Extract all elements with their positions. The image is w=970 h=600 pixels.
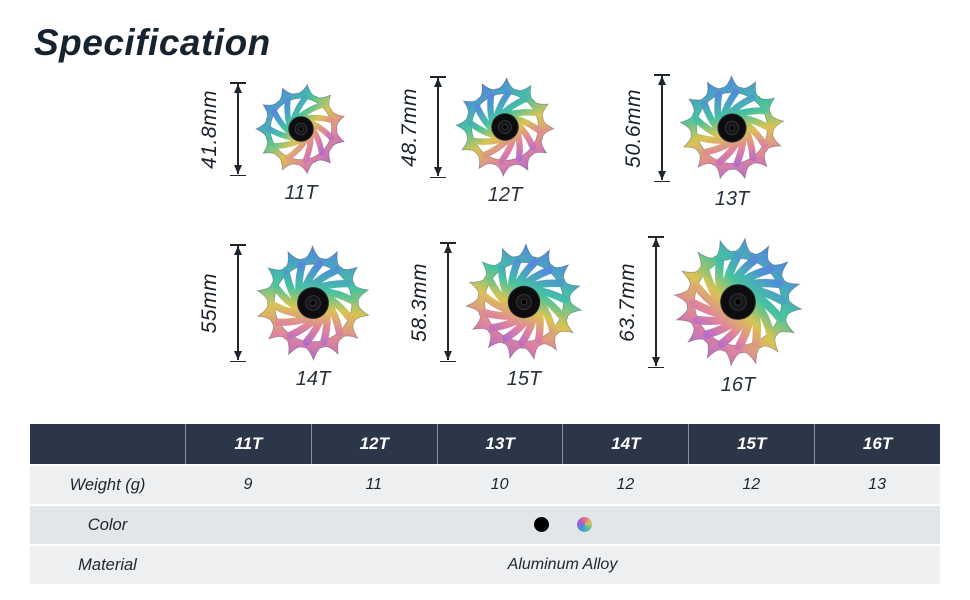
weight-value: 13 [814,464,940,504]
pulley-figure-14t: 55mm 14T [198,244,372,391]
gear-svg [256,244,370,362]
dimension-arrow [648,236,664,368]
column-header-13t: 13T [436,424,563,464]
gear-svg [464,242,583,361]
dimension-label: 41.8mm [198,89,221,169]
page-title: Specification [34,22,271,63]
row-label-color: Color [30,504,185,544]
pulley-size-caption: 13T [714,188,750,210]
pulley-figure-15t: 58.3mm 15T [408,242,584,391]
table-row-material: Material Aluminum Alloy [30,544,940,584]
dimension-arrow [230,82,246,176]
dimension-arrow [430,76,446,178]
pulley-figure-12t: 48.7mm 12T [398,76,556,207]
pulley-size-caption: 16T [720,374,756,396]
gear-svg [673,237,803,367]
dimension-label: 63.7mm [616,262,639,342]
color-swatch-black [533,517,549,533]
dimension-label: 55mm [198,272,221,334]
pulley-size-caption: 15T [506,368,542,390]
dimension-label: 50.6mm [622,88,645,168]
column-header-15t: 15T [688,424,815,464]
table-row-color: Color [30,504,940,544]
dimension-label: 58.3mm [408,262,431,342]
color-swatch-rainbow [576,517,592,533]
spec-table: 11T 12T 13T 14T 15T 16T Weight (g) 9 11 … [30,424,940,584]
column-header-12t: 12T [310,424,437,464]
dimension-arrow [654,74,670,182]
pulley-wheel-image [672,236,804,368]
table-corner-cell [30,424,185,464]
color-swatches-cell [185,504,940,544]
gear-svg [455,77,555,177]
weight-value: 12 [562,464,689,504]
gear-svg [679,74,785,180]
pulley-wheel-image [678,74,786,182]
pulley-size-caption: 11T [284,182,318,204]
pulley-wheel-image [464,242,584,362]
dimension-arrow [230,244,246,362]
table-row-weight: Weight (g) 9 11 10 12 12 13 [30,464,940,504]
material-value: Aluminum Alloy [185,544,940,584]
column-header-16t: 16T [814,424,940,464]
weight-value: 11 [310,464,437,504]
pulley-figure-13t: 50.6mm 13T [622,74,786,211]
dimension-arrow [440,242,456,362]
weight-value: 9 [185,464,311,504]
row-label-weight: Weight (g) [30,464,185,504]
dimension-label: 48.7mm [398,87,421,167]
row-label-material: Material [30,544,185,584]
column-header-11t: 11T [185,424,311,464]
gear-svg [255,83,346,175]
pulley-size-caption: 12T [487,184,523,206]
pulley-wheel-image [254,244,372,362]
pulley-wheel-image [254,82,348,176]
pulley-wheel-image [454,76,556,178]
weight-value: 12 [688,464,815,504]
pulley-size-caption: 14T [295,368,331,390]
pulley-figure-11t: 41.8mm 11T [198,82,348,205]
weight-value: 10 [436,464,563,504]
pulley-figure-16t: 63.7mm 16T [616,236,804,397]
column-header-14t: 14T [562,424,689,464]
table-header-row: 11T 12T 13T 14T 15T 16T [30,424,940,464]
